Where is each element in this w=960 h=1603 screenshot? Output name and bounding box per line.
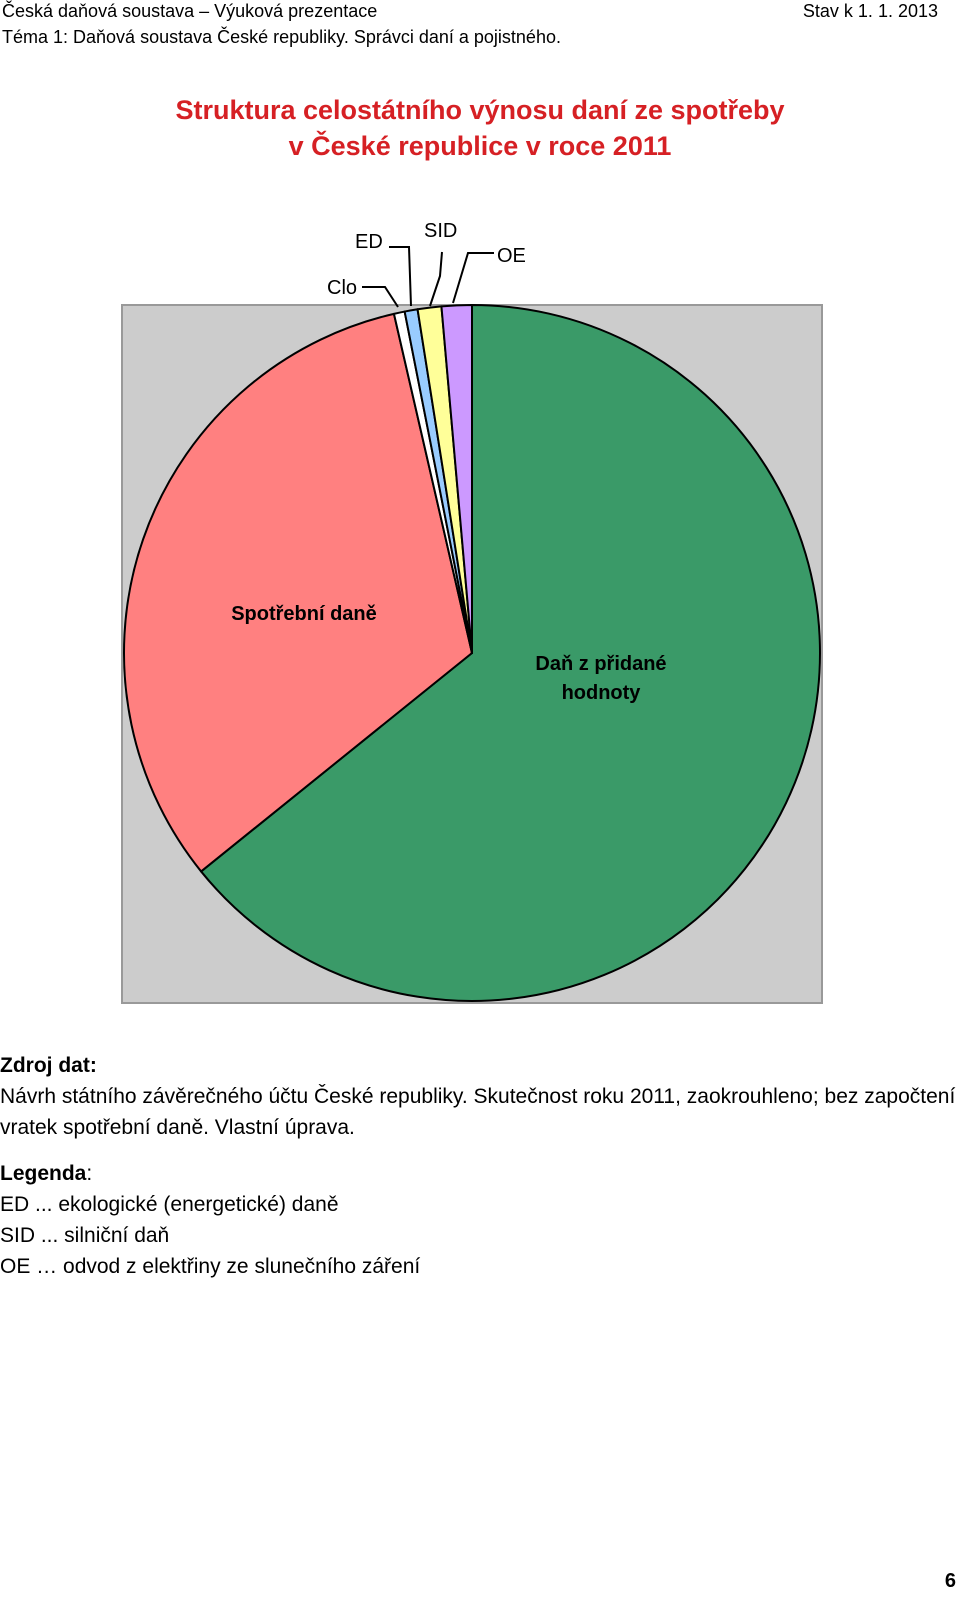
header-title: Česká daňová soustava – Výuková prezenta… [2,1,378,21]
chart-title-line2: v České republice v roce 2011 [288,131,672,161]
leader-line-oe [452,252,494,304]
legend-heading: Legenda: [0,1158,92,1189]
label-vat-line2: hodnoty [562,682,642,704]
header-date: Stav k 1. 1. 2013 [802,1,938,21]
label-clo: Clo [327,277,357,299]
chart-title-line1: Struktura celostátního výnosu daní ze sp… [175,95,785,125]
legend-item-sid: SID ... silniční daň [0,1224,170,1247]
leader-lines [362,246,494,308]
label-oe: OE [497,245,526,267]
header-subtitle: Téma 1: Daňová soustava České republiky.… [2,27,561,47]
pie-slice-da-z-p-idan-hodnoty [200,304,821,1002]
source-text: Návrh státního závěrečného účtu České re… [0,1085,956,1139]
pie-chart: Clo ED SID OE Spotřební daně Daň z přida… [121,220,823,1004]
legend-heading-colon: : [86,1162,93,1185]
label-vat-line1: Daň z přidané [535,653,666,675]
pie-slice-oe [440,304,473,654]
label-sid: SID [424,220,457,242]
label-ed: ED [355,231,383,253]
legend-item-ed: ED ... ekologické (energetické) daně [0,1193,339,1216]
pie-slices [123,304,821,1002]
leader-line-clo [362,286,399,308]
source-heading: Zdroj dat: [0,1054,97,1077]
leader-line-sid [429,251,443,307]
legend-item-oe: OE … odvod z elektřiny ze slunečního zář… [0,1255,421,1278]
page-number: 6 [944,1570,956,1592]
label-excise: Spotřební daně [231,603,377,625]
leader-line-ed [389,246,412,307]
legend-heading-word: Legenda [0,1162,87,1185]
pie-slice-spot-ebn-dan- [123,312,473,873]
